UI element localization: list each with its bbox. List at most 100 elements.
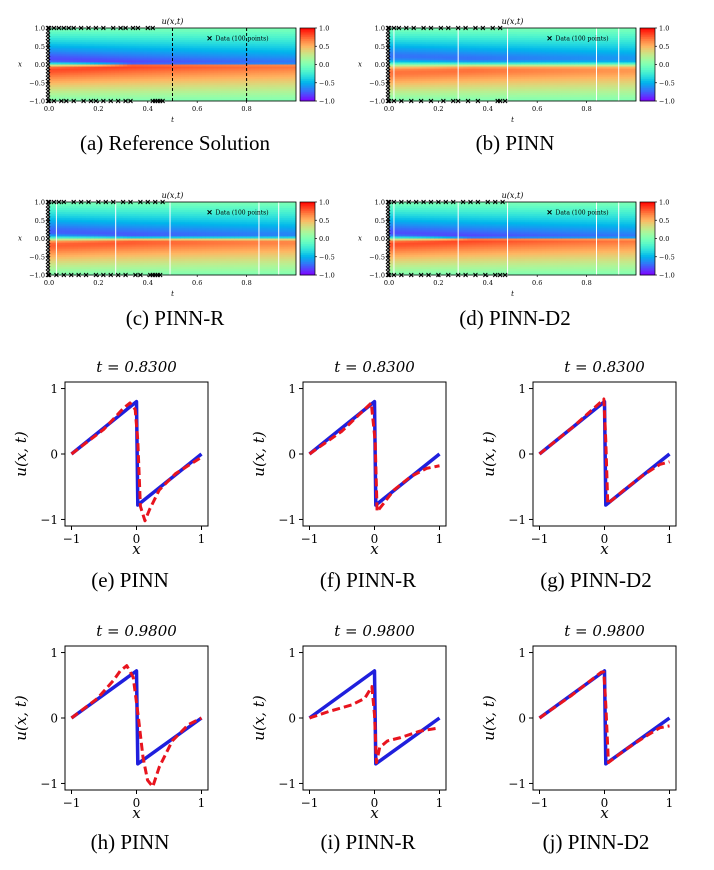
heatmap-cell — [516, 64, 522, 67]
heatmap-cell — [131, 88, 136, 92]
heatmap-cell — [553, 30, 559, 33]
heatmap-cell — [90, 32, 95, 35]
heatmap-cell — [213, 54, 219, 57]
heatmap-cell — [61, 56, 66, 59]
heatmap-cell — [528, 56, 534, 59]
heatmap-cell — [393, 62, 398, 65]
heatmap-cell — [463, 42, 468, 45]
heatmap-cell — [114, 68, 120, 71]
heatmap-cell — [615, 86, 620, 90]
heatmap-cell — [611, 76, 616, 80]
heatmap-cell — [619, 84, 625, 88]
heatmap-cell — [471, 44, 476, 47]
heatmap-cell — [86, 34, 91, 37]
heatmap-cell — [197, 52, 202, 55]
heatmap-cell — [110, 36, 116, 39]
heatmap-cell — [197, 40, 202, 43]
heatmap-cell — [242, 90, 247, 94]
heatmap-cell — [430, 90, 435, 94]
heatmap-cell — [450, 80, 456, 84]
heatmap-cell — [508, 48, 513, 51]
heatmap-cell — [450, 74, 456, 78]
heatmap-cell — [168, 68, 173, 71]
heatmap-cell — [73, 66, 79, 69]
heatmap-cell — [81, 70, 87, 74]
heatmap-cell — [401, 84, 406, 88]
heatmap-cell — [61, 78, 66, 82]
heatmap-cell — [127, 84, 132, 88]
heatmap-cell — [393, 86, 398, 90]
heatmap-cell — [430, 30, 435, 33]
heatmap-cell — [69, 230, 75, 233]
heatmap-cell — [246, 30, 252, 33]
heatmap-cell — [263, 70, 268, 74]
heatmap-cell — [258, 62, 264, 65]
heatmap-cell — [86, 220, 91, 223]
heatmap-cell — [582, 98, 587, 102]
heatmap-cell — [607, 52, 612, 55]
heatmap-cell — [53, 228, 58, 231]
heatmap-cell — [520, 58, 526, 61]
heatmap-cell — [147, 94, 153, 98]
heatmap-cell — [438, 64, 443, 67]
heatmap-cell — [73, 252, 79, 256]
heatmap-cell — [283, 80, 289, 84]
heatmap-cell — [619, 88, 625, 92]
heatmap-cell — [417, 54, 423, 57]
heatmap-cell — [590, 28, 596, 31]
heatmap-cell — [512, 90, 518, 94]
heatmap-cell — [500, 54, 505, 57]
heatmap-cell — [86, 50, 91, 53]
heatmap-cell — [570, 32, 575, 35]
heatmap-cell — [582, 84, 587, 88]
heatmap-cell — [53, 68, 58, 71]
heatmap-cell — [467, 62, 472, 65]
heatmap-cell — [90, 214, 95, 217]
heatmap-cell — [147, 48, 153, 51]
heatmap-cell — [586, 50, 592, 53]
heatmap-cell — [90, 216, 95, 219]
heatmap-cell — [631, 78, 637, 82]
heatmap-cell — [193, 28, 198, 31]
heatmap-cell — [578, 44, 583, 47]
heatmap-cell — [603, 38, 608, 41]
heatmap-cell — [86, 74, 91, 78]
heatmap-cell — [221, 64, 227, 67]
heatmap-cell — [508, 40, 513, 43]
heatmap-cell — [409, 34, 415, 37]
data-point-marker — [207, 35, 212, 41]
heatmap-cell — [471, 48, 476, 51]
heatmap-cell — [98, 50, 103, 53]
heatmap-cell — [397, 32, 402, 35]
heatmap-cell — [61, 236, 66, 239]
heatmap-cell — [491, 34, 497, 37]
heatmap-cell — [168, 34, 173, 37]
heatmap-cell — [184, 62, 190, 65]
heatmap-cell — [516, 74, 522, 78]
heatmap-cell — [442, 42, 448, 45]
data-point-marker — [497, 25, 503, 31]
heatmap-cell — [279, 54, 285, 57]
heatmap-cell — [557, 76, 563, 80]
heatmap-cell — [176, 66, 182, 69]
heatmap-cell — [561, 70, 567, 74]
heatmap-cell — [397, 38, 402, 41]
colorbar-cell — [300, 57, 315, 60]
heatmap-cell — [549, 84, 555, 88]
heatmap-cell — [271, 86, 276, 90]
heatmap-cell — [430, 62, 435, 65]
heatmap-cell — [90, 66, 95, 69]
heatmap-cell — [397, 40, 402, 43]
heatmap-cell — [413, 54, 419, 57]
heatmap-cell — [409, 62, 415, 65]
heatmap-cell — [434, 82, 439, 86]
heatmap-cell — [553, 78, 559, 82]
heatmap-cell — [61, 88, 66, 92]
heatmap-cell — [238, 32, 243, 35]
heatmap-cell — [520, 82, 526, 86]
heatmap-cell — [160, 38, 165, 41]
heatmap-cell — [242, 34, 247, 37]
heatmap-cell — [172, 76, 178, 80]
heatmap-cell — [557, 84, 563, 88]
heatmap-cell — [496, 74, 501, 78]
